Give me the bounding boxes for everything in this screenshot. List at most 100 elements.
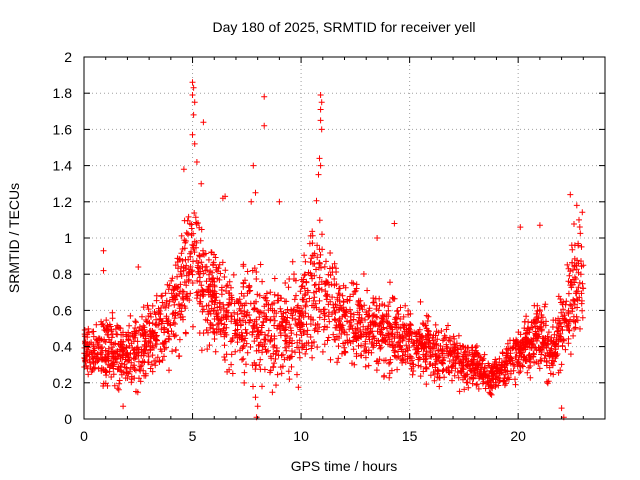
data-point xyxy=(189,79,196,86)
data-point xyxy=(141,341,148,348)
data-point xyxy=(247,287,254,294)
data-point xyxy=(276,198,283,205)
data-point xyxy=(144,302,151,309)
data-point xyxy=(109,353,116,360)
data-point xyxy=(459,343,466,350)
data-point xyxy=(177,268,184,275)
data-point xyxy=(98,349,105,356)
data-point xyxy=(262,336,269,343)
chart-title: Day 180 of 2025, SRMTID for receiver yel… xyxy=(213,19,476,35)
data-point xyxy=(310,317,317,323)
data-point xyxy=(448,363,455,370)
data-point xyxy=(175,265,181,272)
data-point xyxy=(334,296,341,303)
y-tick-label: 0.8 xyxy=(53,266,73,282)
data-point xyxy=(205,289,212,296)
data-point xyxy=(118,338,125,345)
data-point xyxy=(516,369,523,376)
data-point xyxy=(571,274,578,281)
data-point xyxy=(301,272,308,279)
data-point xyxy=(274,325,280,332)
data-point xyxy=(433,342,440,348)
data-point xyxy=(126,356,133,363)
data-point xyxy=(522,356,529,363)
data-point xyxy=(394,366,401,373)
data-point xyxy=(202,264,209,270)
data-point xyxy=(89,328,96,335)
data-point xyxy=(115,386,122,393)
data-point xyxy=(268,355,275,362)
data-point xyxy=(246,283,253,290)
data-point xyxy=(217,270,224,277)
data-point xyxy=(391,335,398,342)
data-point xyxy=(285,284,292,291)
data-point xyxy=(535,331,542,338)
data-point xyxy=(401,322,408,329)
data-point xyxy=(146,328,153,335)
data-point xyxy=(212,254,219,261)
data-point xyxy=(362,316,368,323)
data-point xyxy=(432,321,439,328)
data-point xyxy=(513,349,520,356)
y-tick-label: 1.2 xyxy=(53,194,73,210)
data-point xyxy=(359,306,366,313)
y-tick-label: 1.8 xyxy=(53,85,73,101)
data-point xyxy=(400,313,407,320)
data-point xyxy=(253,276,260,282)
data-point xyxy=(279,313,286,320)
data-point xyxy=(556,320,563,327)
data-point xyxy=(497,366,504,373)
data-point xyxy=(127,332,133,339)
data-point xyxy=(272,356,279,362)
data-point xyxy=(239,302,246,309)
data-point xyxy=(497,377,503,384)
data-point xyxy=(329,294,336,301)
data-point xyxy=(256,314,263,321)
data-point xyxy=(135,327,142,334)
data-point xyxy=(134,389,141,396)
data-point xyxy=(260,310,267,316)
data-point xyxy=(269,389,276,396)
data-point xyxy=(312,281,319,288)
data-point xyxy=(547,370,554,377)
data-point xyxy=(259,383,265,390)
data-point xyxy=(90,343,97,350)
data-point xyxy=(270,350,277,357)
data-point xyxy=(259,322,266,329)
data-point xyxy=(376,342,383,349)
data-point xyxy=(191,140,198,147)
data-point xyxy=(251,318,258,325)
data-point xyxy=(236,305,243,312)
data-point xyxy=(579,209,586,216)
data-point xyxy=(565,327,572,334)
data-point xyxy=(159,357,166,364)
data-point xyxy=(463,362,469,369)
data-point xyxy=(129,344,136,351)
data-point xyxy=(168,277,175,284)
data-point xyxy=(431,345,437,352)
data-point xyxy=(360,323,367,330)
data-point xyxy=(133,354,139,360)
data-point xyxy=(189,131,196,138)
data-point xyxy=(371,319,378,326)
data-point xyxy=(153,316,160,323)
data-point xyxy=(429,334,436,341)
data-point xyxy=(400,356,407,363)
data-point xyxy=(302,271,308,278)
data-point xyxy=(302,302,309,309)
data-point xyxy=(214,313,221,320)
data-point xyxy=(124,352,131,359)
data-point xyxy=(565,340,572,347)
data-point xyxy=(568,279,575,286)
data-point xyxy=(332,301,339,308)
data-point xyxy=(256,341,263,348)
data-point xyxy=(178,250,185,257)
data-point xyxy=(343,306,350,313)
data-point xyxy=(367,321,374,328)
data-point xyxy=(162,338,169,345)
data-point xyxy=(567,351,574,358)
data-point xyxy=(368,340,375,347)
data-point xyxy=(321,316,328,323)
y-tick-label: 0.2 xyxy=(53,375,73,391)
data-point xyxy=(402,351,409,358)
